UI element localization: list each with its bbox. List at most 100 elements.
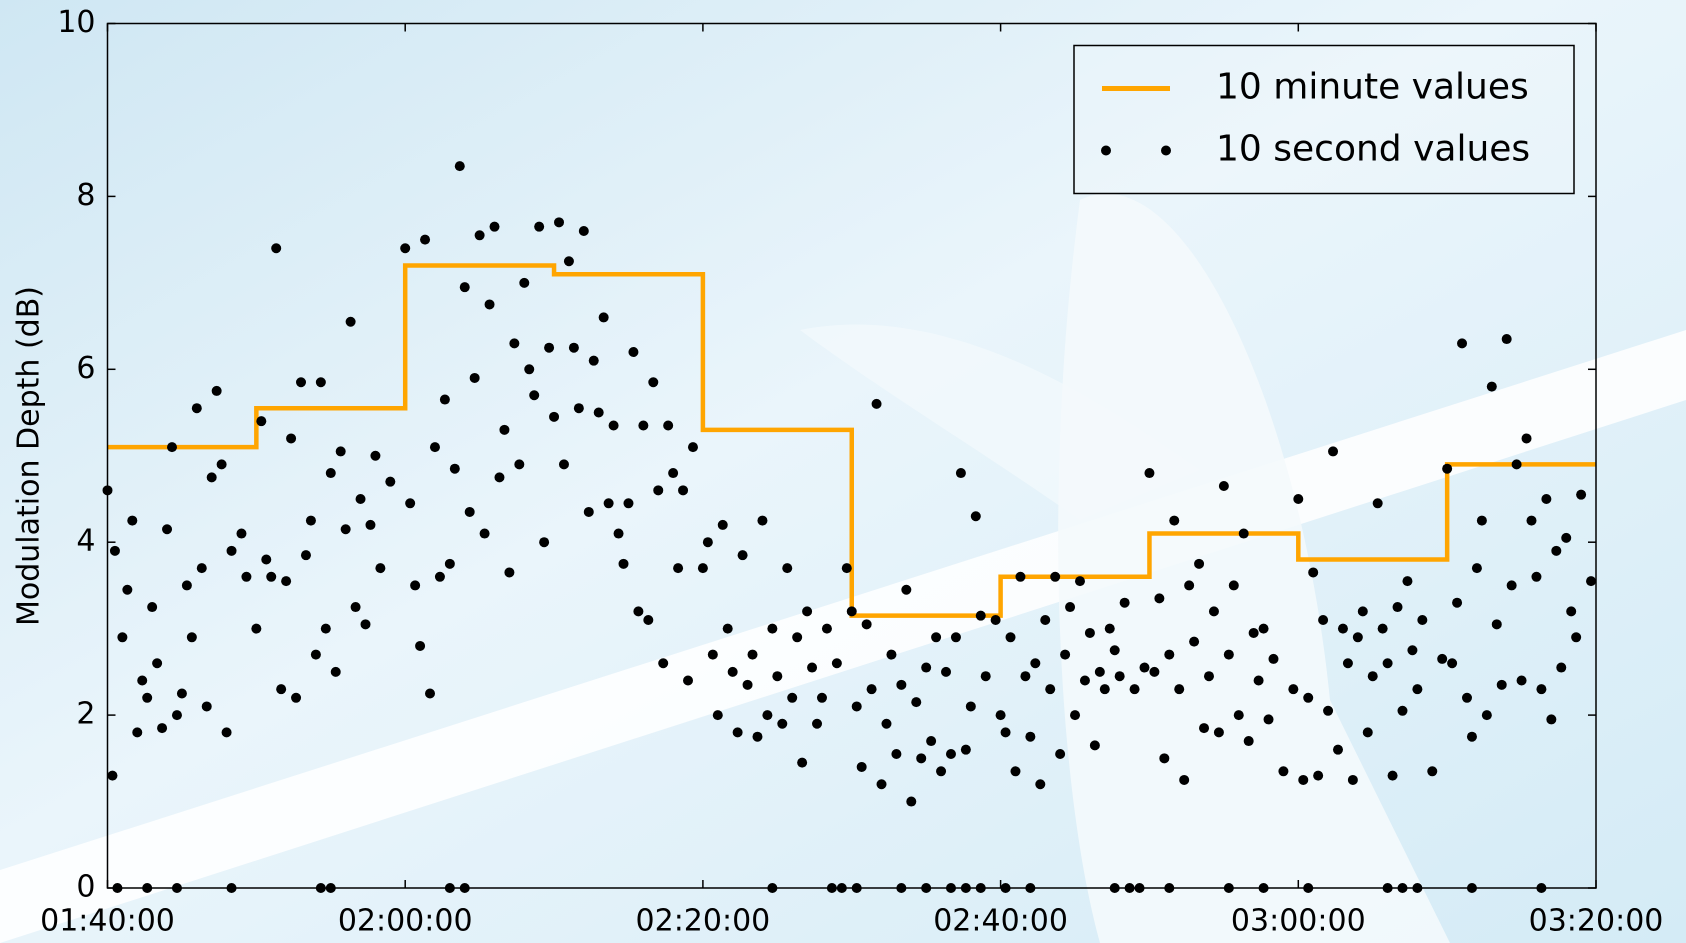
scatter-point [673, 563, 684, 574]
scatter-point [261, 554, 272, 565]
scatter-point [196, 563, 207, 574]
scatter-point [1476, 515, 1487, 526]
scatter-point [1486, 381, 1497, 392]
scatter-point [1328, 446, 1339, 457]
scatter-point [305, 515, 316, 526]
scatter-point [960, 744, 971, 755]
scatter-point [1461, 692, 1472, 703]
scatter-point [628, 347, 639, 358]
scatter-point [519, 277, 530, 288]
scatter-point [1243, 736, 1254, 747]
scatter-point [1352, 632, 1363, 643]
scatter-point [459, 282, 470, 293]
x-tick-label: 03:00:00 [1231, 904, 1366, 939]
scatter-point [355, 493, 366, 504]
scatter-point [142, 692, 153, 703]
scatter-point [1094, 666, 1105, 677]
scatter-point [782, 563, 793, 574]
scatter-point [109, 545, 120, 556]
scatter-point [1060, 649, 1071, 660]
scatter-point [965, 701, 976, 712]
scatter-point [891, 749, 902, 760]
y-tick-label: 10 [57, 5, 95, 40]
y-tick-label: 2 [76, 697, 95, 732]
scatter-point [1308, 567, 1319, 578]
scatter-point [127, 515, 138, 526]
scatter-point [846, 606, 857, 617]
scatter-point [762, 710, 773, 721]
scatter-point [1213, 727, 1224, 738]
scatter-point [683, 675, 694, 686]
scatter-point [970, 511, 981, 522]
scatter-point [1203, 671, 1214, 682]
scatter-point [266, 571, 277, 582]
scatter-point [1000, 727, 1011, 738]
legend-swatch [1161, 145, 1171, 156]
scatter-point [1030, 658, 1041, 669]
scatter-point [1268, 653, 1279, 664]
scatter-point [1531, 571, 1542, 582]
scatter-point [1452, 597, 1463, 608]
x-tick-label: 02:40:00 [933, 904, 1068, 939]
scatter-point [831, 658, 842, 669]
scatter-point [509, 338, 520, 349]
scatter-point [504, 567, 515, 578]
scatter-point [618, 558, 629, 569]
scatter-point [236, 528, 247, 539]
scatter-point [281, 576, 292, 587]
scatter-point [1015, 571, 1026, 582]
scatter-point [286, 433, 297, 444]
scatter-point [226, 545, 237, 556]
scatter-point [936, 766, 947, 777]
scatter-point [554, 217, 565, 228]
scatter-point [1005, 632, 1016, 643]
scatter-point [216, 459, 227, 470]
scatter-point [474, 230, 485, 241]
scatter-point [157, 723, 168, 734]
scatter-point [1576, 489, 1587, 500]
legend-label: 10 second values [1216, 129, 1530, 170]
scatter-point [1442, 463, 1453, 474]
scatter-point [1397, 705, 1408, 716]
scatter-point [514, 459, 525, 470]
scatter-point [643, 615, 654, 626]
scatter-point [1218, 481, 1229, 492]
scatter-point [320, 623, 331, 634]
x-tick-label: 01:40:00 [40, 904, 175, 939]
scatter-point [464, 506, 475, 517]
scatter-point [256, 416, 267, 427]
scatter-point [980, 671, 991, 682]
scatter-point [772, 671, 783, 682]
scatter-point [1194, 558, 1205, 569]
scatter-point [1347, 774, 1358, 785]
scatter-point [1253, 675, 1264, 686]
scatter-point [1342, 658, 1353, 669]
scatter-point [549, 411, 560, 422]
scatter-point [350, 602, 361, 613]
scatter-point [206, 472, 217, 483]
scatter-point [777, 718, 788, 729]
scatter-point [410, 580, 421, 591]
scatter-point [1516, 675, 1527, 686]
scatter-point [792, 632, 803, 643]
scatter-point [201, 701, 212, 712]
scatter-point [737, 550, 748, 561]
scatter-point [1099, 684, 1110, 695]
scatter-point [678, 485, 689, 496]
plot-frame [106, 22, 1597, 889]
scatter-point [1248, 627, 1259, 638]
scatter-point [1392, 602, 1403, 613]
scatter-point [385, 476, 396, 487]
scatter-point [568, 342, 579, 353]
scatter-point [186, 632, 197, 643]
scatter-point [1159, 753, 1170, 764]
scatter-point [1079, 675, 1090, 686]
background-turbine [1058, 193, 1450, 943]
scatter-point [1447, 658, 1458, 669]
scatter-point [1303, 692, 1314, 703]
scatter-point [856, 761, 867, 772]
scatter-point [1367, 671, 1378, 682]
x-tick-label: 02:00:00 [338, 904, 473, 939]
scatter-point [1045, 684, 1056, 695]
scatter-point [906, 796, 917, 807]
